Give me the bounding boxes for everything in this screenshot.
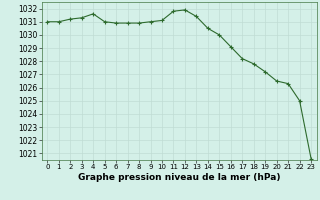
X-axis label: Graphe pression niveau de la mer (hPa): Graphe pression niveau de la mer (hPa) (78, 173, 280, 182)
